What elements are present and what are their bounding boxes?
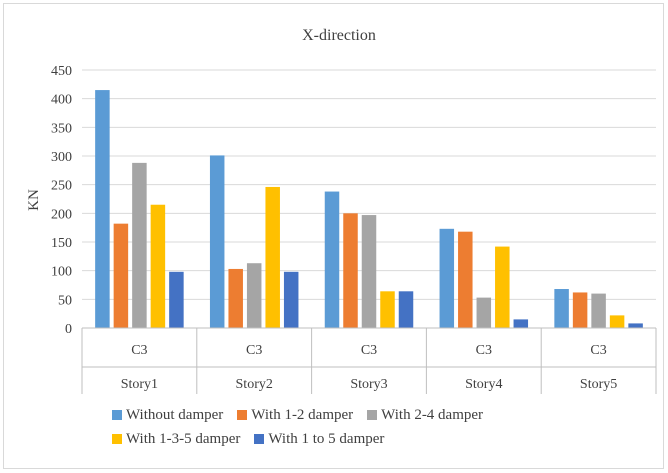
bars — [95, 90, 643, 328]
y-tick-label: 200 — [51, 207, 72, 222]
bar — [458, 231, 473, 328]
bar — [476, 297, 492, 328]
y-axis-ticks: 0 50 100 150 200 250 300 350 400 450 — [51, 64, 72, 337]
y-tick-label: 300 — [51, 150, 72, 165]
bar — [228, 268, 243, 328]
legend-label: With 1-3-5 damper — [126, 430, 241, 447]
x-axis: C3 Story1 C3 Story2 C3 Story3 C3 Story4 C3 Story5 — [81, 327, 657, 394]
legend-row: With 1-3-5 damper With 1 to 5 damper — [112, 428, 612, 450]
bar — [495, 246, 510, 328]
legend-label: With 2-4 damper — [381, 406, 484, 423]
y-tick-label: 250 — [51, 179, 72, 194]
bar — [150, 204, 166, 328]
legend-label: With 1 to 5 damper — [268, 430, 385, 447]
bar — [169, 271, 184, 328]
x-tick-label-inner: C3 — [476, 343, 492, 358]
legend-item: With 1 to 5 damper — [254, 431, 384, 448]
legend-label: With 1-2 damper — [251, 406, 354, 423]
x-tick-label-outer: Story5 — [580, 377, 617, 392]
y-tick-label: 400 — [51, 93, 72, 108]
bar — [380, 291, 395, 328]
x-tick-label-inner: C3 — [246, 343, 262, 358]
legend-item: With 1-3-5 damper — [112, 431, 240, 448]
x-tick-label-outer: Story2 — [236, 377, 273, 392]
x-tick-label-outer: Story1 — [121, 377, 158, 392]
bar — [246, 263, 262, 328]
bar — [439, 228, 455, 328]
bar — [554, 289, 569, 328]
legend: Without damper With 1-2 damper With 2-4 da… — [112, 404, 612, 452]
bar — [572, 292, 588, 328]
bar — [283, 271, 299, 328]
bar — [324, 191, 340, 328]
bar — [95, 90, 110, 328]
x-tick-label-inner: C3 — [361, 343, 377, 358]
y-tick-label: 350 — [51, 121, 72, 136]
x-tick-label-inner: C3 — [131, 343, 147, 358]
bar — [628, 323, 643, 328]
bar — [361, 215, 377, 328]
legend-label: Without damper — [126, 406, 224, 423]
y-tick-label: 0 — [65, 322, 72, 337]
bar — [265, 186, 280, 328]
legend-item: With 2-4 damper — [367, 407, 483, 424]
bar — [513, 319, 529, 328]
y-axis-label: KN — [26, 189, 42, 211]
legend-item: With 1-2 damper — [237, 407, 353, 424]
legend-swatch — [112, 434, 122, 444]
legend-row: Without damper With 1-2 damper With 2-4 da… — [112, 404, 612, 426]
legend-swatch — [367, 410, 378, 420]
y-tick-label: 50 — [58, 293, 72, 308]
bar — [591, 293, 606, 328]
bar — [113, 223, 129, 328]
bar — [209, 155, 225, 328]
bar — [343, 213, 358, 328]
x-tick-label-inner: C3 — [590, 343, 606, 358]
legend-item: Without damper — [112, 407, 223, 424]
x-tick-label-outer: Story3 — [350, 377, 387, 392]
x-tick-label-outer: Story4 — [465, 377, 502, 392]
bar — [398, 291, 414, 328]
legend-swatch — [254, 434, 265, 444]
y-tick-label: 150 — [51, 236, 72, 251]
legend-swatch — [237, 410, 248, 420]
bar — [132, 162, 147, 328]
y-tick-label: 100 — [51, 265, 72, 280]
legend-swatch — [112, 410, 122, 420]
y-tick-label: 450 — [51, 64, 72, 79]
bar — [609, 315, 625, 328]
chart-title: X-direction — [302, 27, 376, 44]
